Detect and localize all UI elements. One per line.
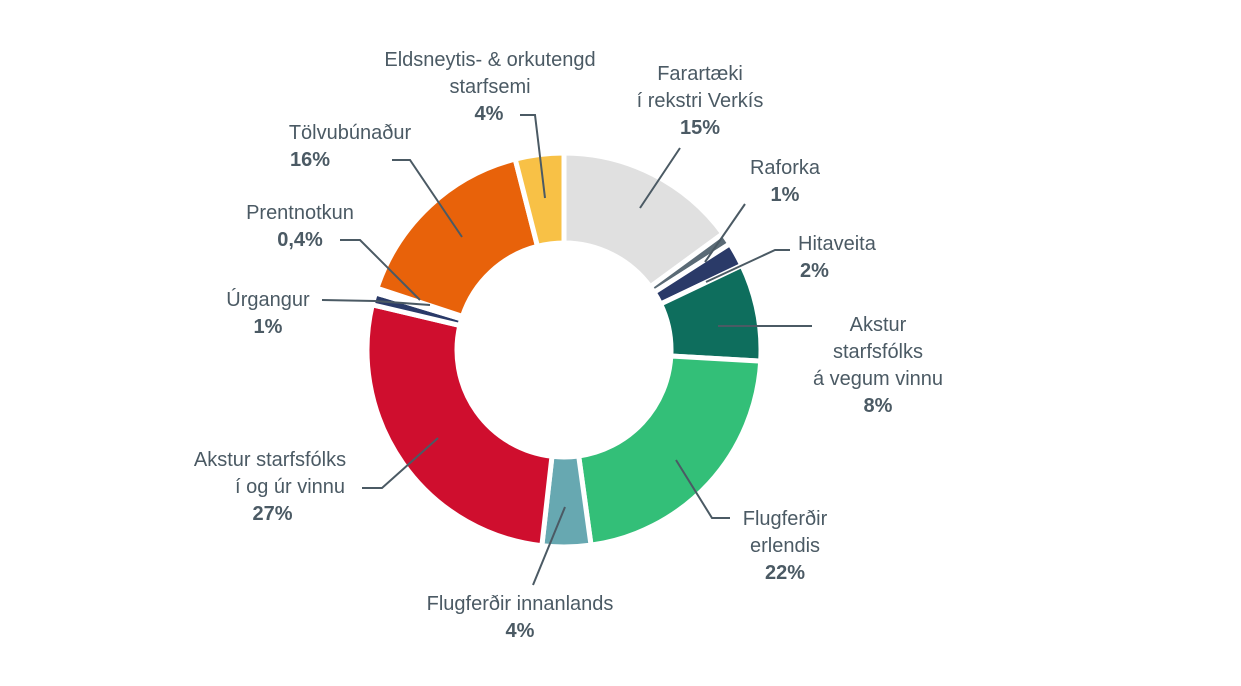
leader-line xyxy=(704,203,746,263)
slice-label: Hitaveita 2% xyxy=(798,233,876,282)
slice-label: Flugferðir erlendis 22% xyxy=(742,508,828,584)
leader-line xyxy=(321,299,431,306)
leader-line xyxy=(675,459,730,519)
slice-label: Flugferðir innanlands 4% xyxy=(426,593,614,642)
donut-slice xyxy=(575,353,764,548)
leader-line xyxy=(392,159,463,238)
slice-label: Eldsneytis- & orkutengd starfsemi 4% xyxy=(384,49,596,125)
slice-label: Tölvubúnaður 16% xyxy=(288,122,412,171)
leader-line xyxy=(532,506,566,586)
slice-label: Prentnotkun 0,4% xyxy=(246,202,354,251)
leader-line xyxy=(639,147,681,209)
donut-slice xyxy=(512,150,567,250)
slice-label: Úrgangur 1% xyxy=(226,289,310,338)
donut-slice xyxy=(373,156,541,320)
slice-label: Raforka 1% xyxy=(749,157,821,206)
donut-slice xyxy=(364,301,555,549)
leader-line xyxy=(340,239,421,301)
leader-line xyxy=(705,249,790,283)
leader-line xyxy=(520,114,546,199)
leader-line xyxy=(362,437,439,489)
slice-label: Akstur starfsfólks í og úr vinnu 27% xyxy=(193,449,347,525)
slice-label: Akstur starfsfólks á vegum vinnu 8% xyxy=(812,314,944,417)
slice-label: Farartæki í rekstri Verkís 15% xyxy=(636,63,764,139)
